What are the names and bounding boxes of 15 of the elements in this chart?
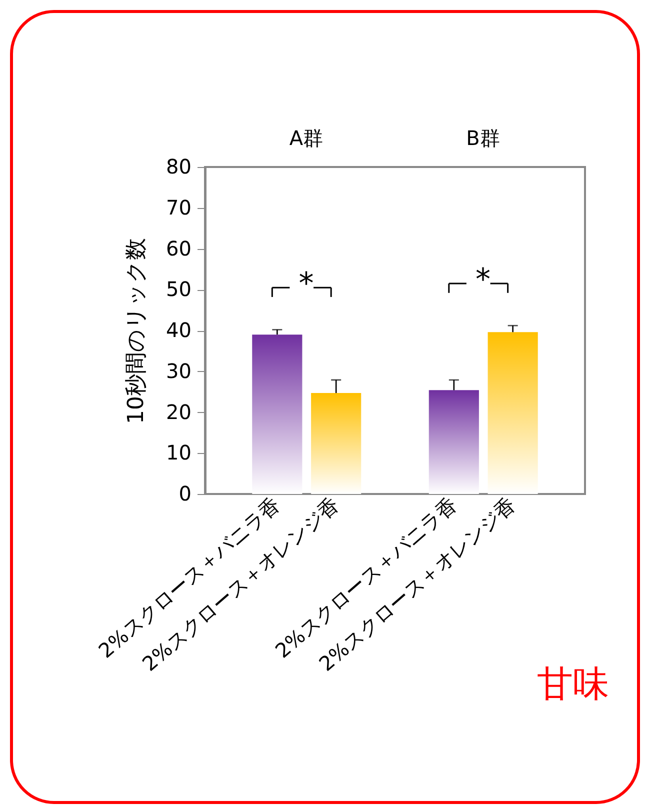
y-tick-label: 40 [166, 318, 192, 342]
text: 甘味 [537, 663, 609, 707]
text: B群 [466, 126, 500, 150]
y-tick-label: 60 [166, 236, 192, 260]
y-tick-label: 70 [166, 195, 192, 220]
y-tick-label: 80 [166, 154, 192, 178]
y-tick-label: 50 [166, 277, 192, 302]
y-axis-title: 10秒間のリック数 [124, 238, 150, 424]
y-tick-label: 20 [166, 400, 192, 424]
annotation: * [475, 262, 490, 298]
y-tick-label: 10 [166, 440, 192, 465]
text: A群 [289, 126, 324, 150]
y-tick-label: 0 [178, 482, 192, 506]
y-tick-label: 30 [166, 358, 192, 383]
annotation: * [298, 266, 314, 302]
